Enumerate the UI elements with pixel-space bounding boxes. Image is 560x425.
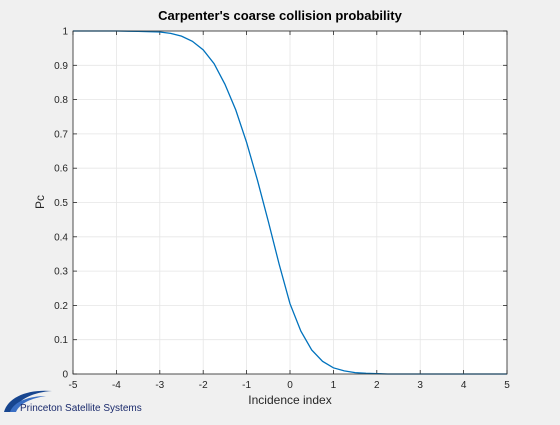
x-tick-label: -3 (155, 380, 164, 391)
y-tick-label: 0.5 (54, 198, 68, 209)
plot-box (72, 30, 508, 375)
x-tick-label: 3 (417, 380, 423, 391)
y-tick-label: 1 (62, 27, 68, 38)
chart-title: Carpenter's coarse collision probability (158, 8, 402, 23)
y-tick-label: 0.3 (54, 267, 68, 278)
y-axis-label: Pc (33, 195, 47, 209)
y-tick-label: 0.4 (54, 232, 68, 243)
y-tick-label: 0.9 (54, 61, 68, 72)
y-tick-label: 0.1 (54, 335, 68, 346)
logo-swoosh-inner-icon (10, 396, 46, 412)
x-tick-label: 2 (374, 380, 380, 391)
y-tick-label: 0 (62, 370, 68, 381)
x-tick-label: -4 (112, 380, 121, 391)
x-tick-label: 0 (287, 380, 293, 391)
x-tick-label: -1 (242, 380, 251, 391)
y-tick-label: 0.2 (54, 301, 68, 312)
x-tick-label: 4 (461, 380, 467, 391)
x-tick-labels: -5 -4 -3 -2 -1 0 1 2 3 4 5 (69, 380, 511, 391)
y-tick-label: 0.8 (54, 95, 68, 106)
company-logo: Princeton Satellite Systems (4, 390, 142, 414)
x-tick-label: -2 (199, 380, 208, 391)
logo-swoosh-icon (4, 390, 52, 412)
x-tick-label: 1 (331, 380, 337, 391)
x-tick-label: 5 (504, 380, 510, 391)
y-tick-labels: 0 0.1 0.2 0.3 0.4 0.5 0.6 0.7 0.8 0.9 1 (54, 27, 68, 381)
x-tick-label: -5 (69, 380, 78, 391)
x-axis-label: Incidence index (248, 393, 331, 407)
logo-text: Princeton Satellite Systems (20, 403, 142, 414)
y-tick-label: 0.7 (54, 129, 68, 140)
y-tick-label: 0.6 (54, 164, 68, 175)
